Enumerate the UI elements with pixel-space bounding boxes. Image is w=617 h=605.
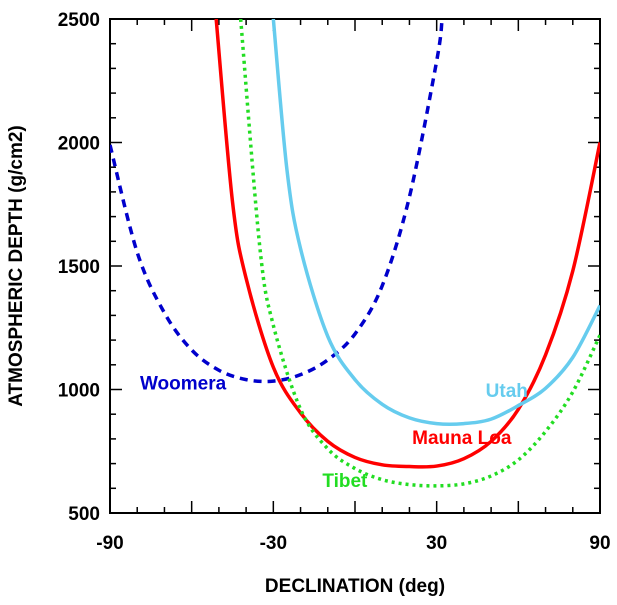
series-annotations: Woomera Utah Mauna Loa Tibet (140, 374, 528, 493)
x-tick-label: 90 (589, 533, 610, 554)
series-label-utah: Utah (486, 381, 528, 402)
x-tick-label: -90 (96, 533, 123, 554)
series-label-tibet: Tibet (322, 471, 368, 492)
y-axis-title: ATMOSPHERIC DEPTH (g/cm2) (6, 125, 27, 407)
y-tick-label: 1000 (58, 381, 100, 402)
series-line-utah (271, 19, 600, 426)
y-tick-label: 2500 (58, 10, 100, 31)
x-tick-label: 30 (426, 533, 447, 554)
series-line-tibet (238, 19, 600, 488)
tick-labels: -90 -30 30 90 500 1000 1500 2000 2500 (58, 10, 611, 554)
series-line-mauna-loa (214, 19, 600, 469)
series-label-woomera: Woomera (140, 374, 227, 395)
y-tick-label: 1500 (58, 257, 100, 278)
y-tick-label: 500 (68, 504, 100, 525)
series-label-mauna-loa: Mauna Loa (412, 428, 512, 449)
series-lines (110, 19, 600, 488)
y-tick-label: 2000 (58, 134, 100, 155)
axis-ticks (109, 18, 601, 514)
x-tick-label: -30 (260, 533, 287, 554)
x-axis-title: DECLINATION (deg) (265, 576, 445, 597)
plot-frame (109, 18, 601, 514)
series-line-woomera (110, 19, 444, 384)
